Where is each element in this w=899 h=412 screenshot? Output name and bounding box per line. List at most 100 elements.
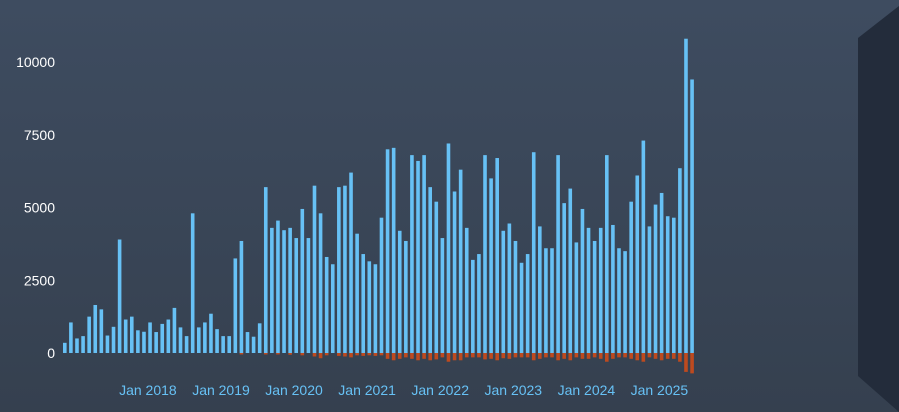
bar-positive (306, 238, 311, 354)
bar-positive (166, 319, 171, 353)
bar-negative (556, 353, 560, 361)
bar-positive (300, 208, 305, 353)
bar-positive (276, 220, 280, 353)
bar-negative (391, 353, 396, 361)
bar-positive (428, 187, 432, 353)
bar-positive (245, 332, 250, 353)
bar-positive (531, 152, 536, 353)
bar-positive (324, 256, 329, 353)
bar-positive (598, 227, 603, 353)
x-tick-label: Jan 2021 (338, 382, 396, 398)
bar-negative (367, 353, 372, 356)
bar-negative (501, 353, 506, 359)
bar-positive (544, 248, 548, 353)
bar-negative (312, 353, 317, 357)
bar-positive (136, 330, 140, 353)
bar-negative (507, 353, 512, 359)
y-tick-label: 5000 (24, 200, 55, 216)
x-tick-label: Jan 2025 (631, 382, 689, 398)
bar-negative (580, 353, 585, 359)
bar-negative (288, 353, 292, 355)
bar-positive (337, 187, 341, 353)
bar-positive (318, 213, 323, 353)
bar-positive (556, 155, 560, 353)
bar-positive (452, 191, 457, 353)
bar-negative (239, 353, 244, 355)
bar-negative (446, 353, 451, 362)
x-tick-label: Jan 2024 (558, 382, 616, 398)
x-tick-label: Jan 2022 (411, 382, 469, 398)
bar-negative (263, 353, 268, 355)
bar-positive (282, 230, 286, 353)
bar-positive (538, 226, 542, 353)
bar-positive (209, 313, 213, 353)
bar-positive (330, 264, 335, 354)
bar-positive (434, 201, 439, 353)
bar-positive (623, 251, 627, 353)
bar-positive (617, 248, 621, 353)
bar-positive (458, 169, 463, 353)
bar-positive (367, 261, 372, 353)
bar-negative (647, 353, 652, 358)
x-tick-label: Jan 2019 (192, 382, 250, 398)
bar-negative (562, 353, 566, 359)
bar-positive (501, 230, 506, 353)
bar-positive (263, 187, 268, 353)
bar-negative (318, 353, 323, 359)
bar-positive (592, 240, 597, 353)
bar-positive (690, 79, 694, 354)
bar-negative (544, 353, 548, 358)
bar-positive (629, 201, 633, 353)
bar-positive (99, 309, 104, 353)
bar-negative (684, 353, 688, 372)
bar-negative (568, 353, 573, 361)
bar-negative (458, 353, 463, 361)
bar-positive (684, 38, 688, 353)
bar-positive (343, 185, 347, 353)
bar-negative (464, 353, 469, 358)
bar-negative (538, 353, 542, 359)
x-tick-label: Jan 2020 (265, 382, 323, 398)
bar-negative (678, 353, 682, 362)
bar-positive (257, 323, 262, 353)
bar-negative (550, 353, 554, 358)
bar-positive (647, 226, 652, 353)
bar-positive (611, 224, 615, 353)
bar-negative (434, 353, 439, 360)
bar-positive (355, 233, 359, 353)
y-tick-label: 10000 (16, 54, 55, 70)
bar-negative (659, 353, 664, 361)
bar-positive (196, 327, 201, 353)
bar-negative (605, 353, 609, 362)
bar-positive (312, 185, 317, 353)
y-tick-label: 7500 (24, 127, 55, 143)
bar-positive (288, 227, 292, 353)
bar-negative (623, 353, 627, 358)
bar-positive (483, 155, 487, 353)
bar-negative (611, 353, 615, 359)
bar-positive (349, 172, 353, 353)
bar-positive (513, 240, 518, 353)
bar-negative (452, 353, 457, 361)
bar-negative (385, 353, 390, 359)
bar-negative (440, 353, 445, 358)
bar-negative (635, 353, 640, 361)
bar-positive (416, 160, 420, 353)
bar-negative (410, 353, 414, 359)
bar-positive (178, 327, 183, 353)
bar-positive (665, 216, 670, 353)
bar-positive (440, 238, 445, 354)
bar-positive (123, 319, 128, 353)
y-tick-label: 2500 (24, 272, 55, 288)
bar-positive (190, 213, 195, 353)
bar-positive (117, 239, 122, 353)
bar-positive (391, 147, 396, 353)
bar-negative (477, 353, 481, 358)
bar-positive (221, 336, 225, 353)
y-tick-label: 0 (47, 345, 55, 361)
bar-negative (483, 353, 487, 360)
bar-positive (641, 140, 646, 353)
bar-positive (678, 168, 682, 353)
bar-positive (659, 192, 664, 353)
